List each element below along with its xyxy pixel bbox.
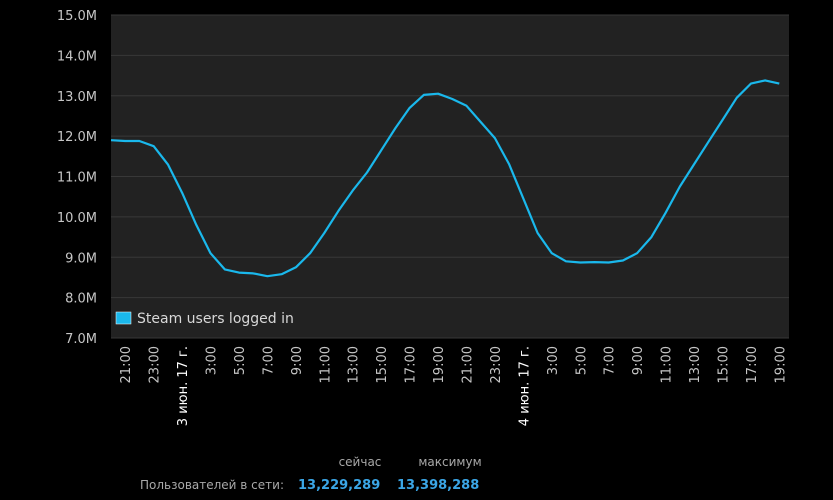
x-tick-label: 4 июн. 17 г. — [517, 346, 532, 426]
stats-label: Пользователей в сети: — [140, 478, 284, 492]
x-tick-label: 5:00 — [574, 346, 589, 375]
x-tick-label: 13:00 — [688, 346, 703, 383]
y-tick-label: 9.0M — [65, 251, 97, 266]
y-tick-label: 14.0M — [57, 49, 97, 64]
x-tick-label: 21:00 — [119, 346, 134, 383]
legend-swatch — [115, 311, 132, 325]
x-tick-label: 23:00 — [489, 346, 504, 383]
y-tick-label: 7.0M — [65, 332, 97, 347]
stats-header: максимум — [418, 455, 481, 469]
x-tick-label: 11:00 — [660, 346, 675, 383]
x-tick-label: 17:00 — [745, 346, 760, 383]
y-tick-label: 8.0M — [65, 292, 97, 307]
x-tick-label: 11:00 — [318, 346, 333, 383]
x-tick-label: 19:00 — [773, 346, 788, 383]
x-tick-label: 15:00 — [375, 346, 390, 383]
x-tick-label: 3:00 — [546, 346, 561, 375]
x-tick-label: 19:00 — [432, 346, 447, 383]
line — [110, 79, 780, 278]
x-tick-label: 23:00 — [148, 346, 163, 383]
x-tick-label: 15:00 — [716, 346, 731, 383]
x-tick-label: 17:00 — [404, 346, 419, 383]
y-tick-label: 10.0M — [57, 211, 97, 226]
y-tick-label: 15.0M — [57, 9, 97, 24]
stats-value: 13,229,289 — [298, 478, 380, 493]
stats-header: сейчас — [339, 455, 382, 469]
x-tick-label: 13:00 — [347, 346, 362, 383]
x-tick-label: 3:00 — [205, 346, 220, 375]
x-tick-label: 21:00 — [461, 346, 476, 383]
y-tick-label: 13.0M — [57, 90, 97, 105]
x-tick-label: 9:00 — [290, 346, 305, 375]
x-tick-label: 7:00 — [603, 346, 618, 375]
stats-value: 13,398,288 — [397, 478, 479, 493]
x-tick-label: 3 июн. 17 г. — [176, 346, 191, 426]
x-tick-label: 7:00 — [261, 346, 276, 375]
x-tick-label: 5:00 — [233, 346, 248, 375]
x-tick-label: 9:00 — [631, 346, 646, 375]
y-tick-label: 11.0M — [57, 171, 97, 186]
y-tick-label: 12.0M — [57, 130, 97, 145]
legend-label: Steam users logged in — [137, 311, 294, 327]
